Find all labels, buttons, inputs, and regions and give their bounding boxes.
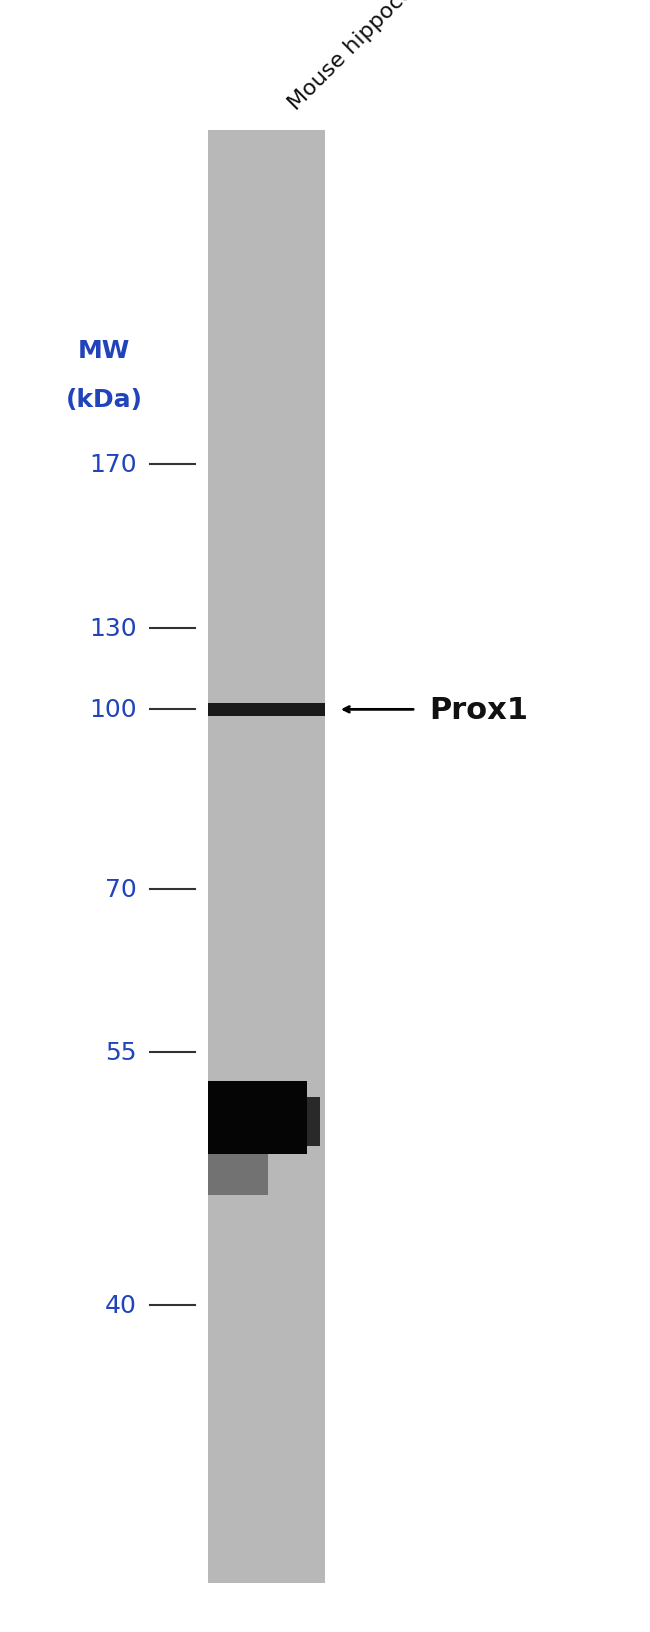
Text: 70: 70 — [105, 878, 136, 901]
Bar — [208, 703, 325, 716]
Text: 100: 100 — [89, 698, 136, 721]
Text: 55: 55 — [105, 1041, 136, 1064]
Text: 130: 130 — [89, 617, 136, 640]
Text: Prox1: Prox1 — [429, 695, 528, 725]
Bar — [208, 1080, 307, 1155]
Text: (kDa): (kDa) — [66, 388, 142, 411]
Text: Mouse hippocampus: Mouse hippocampus — [285, 0, 461, 114]
Bar — [208, 131, 325, 1583]
Bar — [294, 1097, 320, 1146]
Text: MW: MW — [78, 339, 130, 362]
Bar — [208, 1155, 268, 1195]
Text: 40: 40 — [105, 1294, 136, 1317]
Text: 170: 170 — [89, 454, 136, 477]
